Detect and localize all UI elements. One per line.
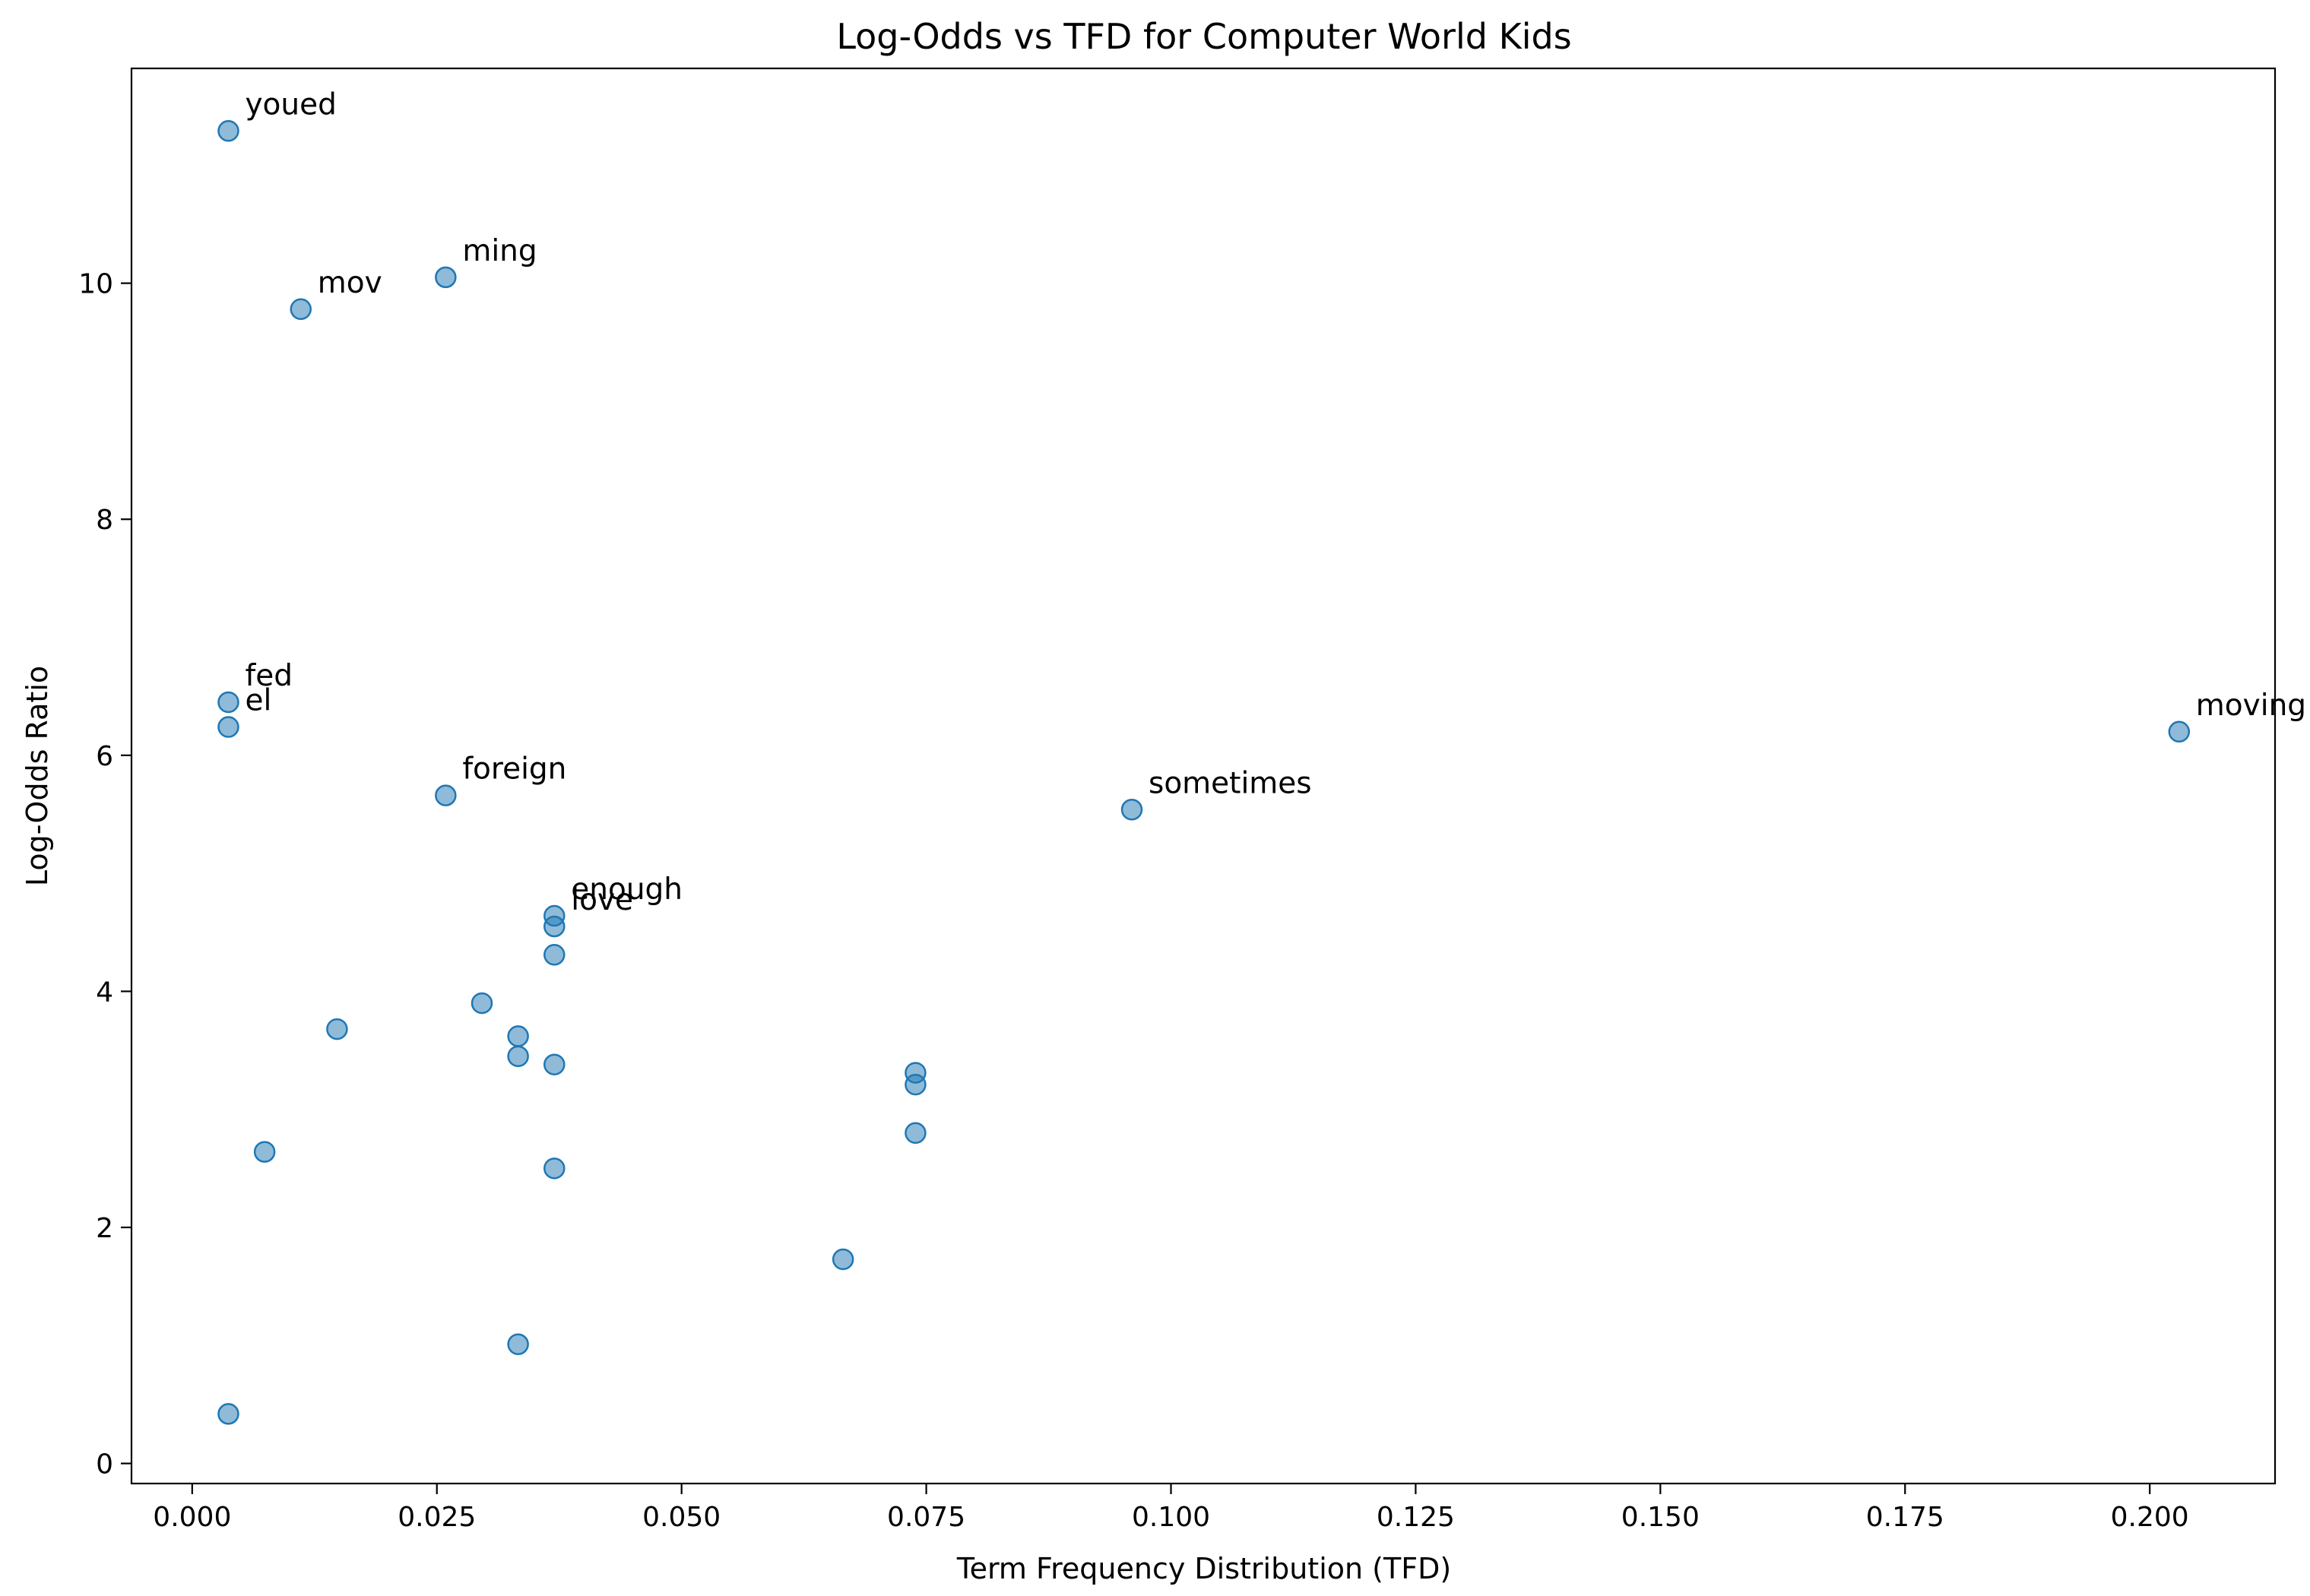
scatter-point (217, 1403, 239, 1425)
data-points (217, 120, 2191, 1425)
point-annotation: foreign (462, 752, 566, 787)
point-annotation: love (571, 883, 633, 917)
scatter-point (543, 1053, 566, 1075)
scatter-point (1120, 799, 1143, 821)
scatter-point (507, 1045, 529, 1068)
y-tick-label: 8 (96, 505, 113, 536)
axis-ticks: 0.000 0.025 0.050 0.075 0.100 0.125 0.150 0.175… (78, 269, 2189, 1533)
scatter-point (253, 1141, 276, 1163)
y-tick-label: 2 (96, 1213, 113, 1244)
scatter-point (326, 1018, 348, 1040)
y-tick-label: 6 (96, 741, 113, 772)
point-annotation: mov (318, 266, 382, 300)
y-tick-label: 10 (78, 269, 113, 300)
scatter-point (217, 691, 239, 714)
scatter-point (832, 1248, 854, 1271)
x-tick-label: 0.100 (1132, 1502, 1210, 1533)
point-annotation: ming (462, 234, 537, 268)
scatter-point (507, 1025, 529, 1047)
scatter-point (507, 1333, 529, 1356)
x-tick-label: 0.075 (887, 1502, 965, 1533)
plot-frame (130, 67, 2277, 1485)
scatter-point (217, 716, 239, 738)
x-tick-label: 0.050 (642, 1502, 721, 1533)
y-axis-label: Log-Odds Ratio (21, 666, 54, 886)
scatter-point (2168, 720, 2191, 743)
point-annotation: el (245, 684, 271, 718)
scatter-point (435, 266, 457, 289)
y-tick-label: 0 (96, 1449, 113, 1480)
scatter-point (543, 944, 566, 966)
point-annotation: fed (245, 659, 292, 693)
scatter-point (217, 120, 239, 142)
y-tick-label: 4 (96, 977, 113, 1008)
scatter-point (905, 1073, 927, 1096)
x-tick-label: 0.200 (2111, 1502, 2189, 1533)
point-annotation: enough (571, 872, 683, 907)
point-annotation: youed (245, 87, 336, 122)
x-axis-label: Term Frequency Distribution (TFD) (956, 1552, 1451, 1585)
scatter-point (471, 992, 493, 1015)
point-annotation: moving (2196, 689, 2306, 723)
x-tick-label: 0.150 (1621, 1502, 1700, 1533)
scatter-point (543, 1157, 566, 1180)
x-tick-label: 0.025 (398, 1502, 476, 1533)
x-tick-label: 0.125 (1377, 1502, 1455, 1533)
point-annotation: sometimes (1149, 766, 1312, 800)
chart-title: Log-Odds vs TFD for Computer World Kids (836, 16, 1571, 57)
scatter-point (290, 298, 312, 321)
x-tick-label: 0.175 (1866, 1502, 1944, 1533)
x-tick-label: 0.000 (153, 1502, 231, 1533)
scatter-point (905, 1122, 927, 1145)
scatter-point (435, 784, 457, 806)
scatter-point (543, 915, 566, 938)
